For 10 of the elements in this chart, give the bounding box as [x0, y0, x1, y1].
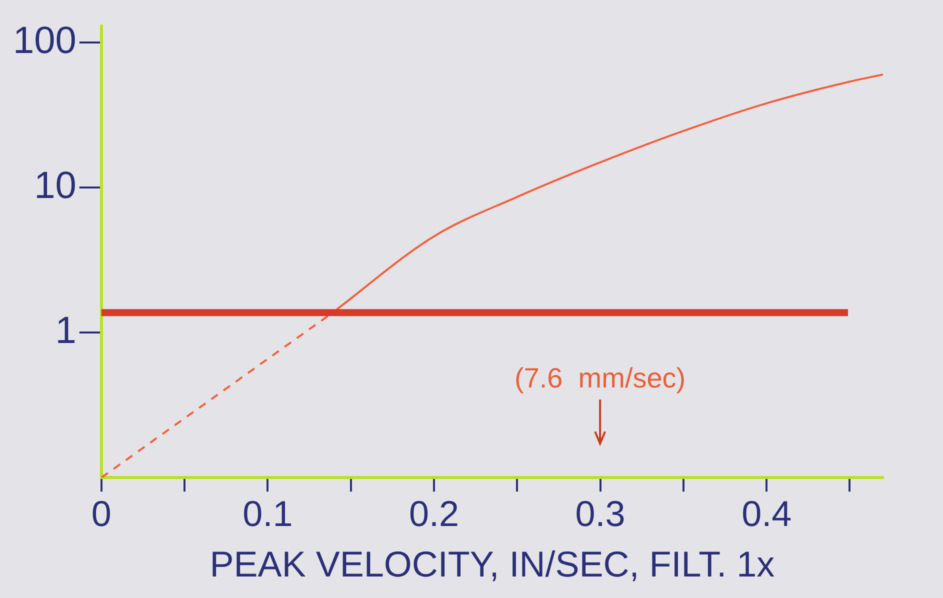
annotation: (7.6 mm/sec)	[514, 362, 686, 394]
y-tick-label: 10	[34, 164, 76, 207]
x-axis-title: PEAK VELOCITY, IN/SEC, FILT. 1x	[210, 543, 775, 584]
x-tick-label: 0.2	[408, 493, 460, 534]
x-tick-label: 0.3	[575, 493, 626, 534]
x-tick-label: 0	[91, 493, 112, 534]
x-tick-label: 0.4	[742, 493, 792, 534]
y-tick-label: 1	[55, 310, 76, 352]
x-tick-label: 0.1	[242, 493, 293, 534]
y-tick-label: 100	[12, 20, 76, 62]
